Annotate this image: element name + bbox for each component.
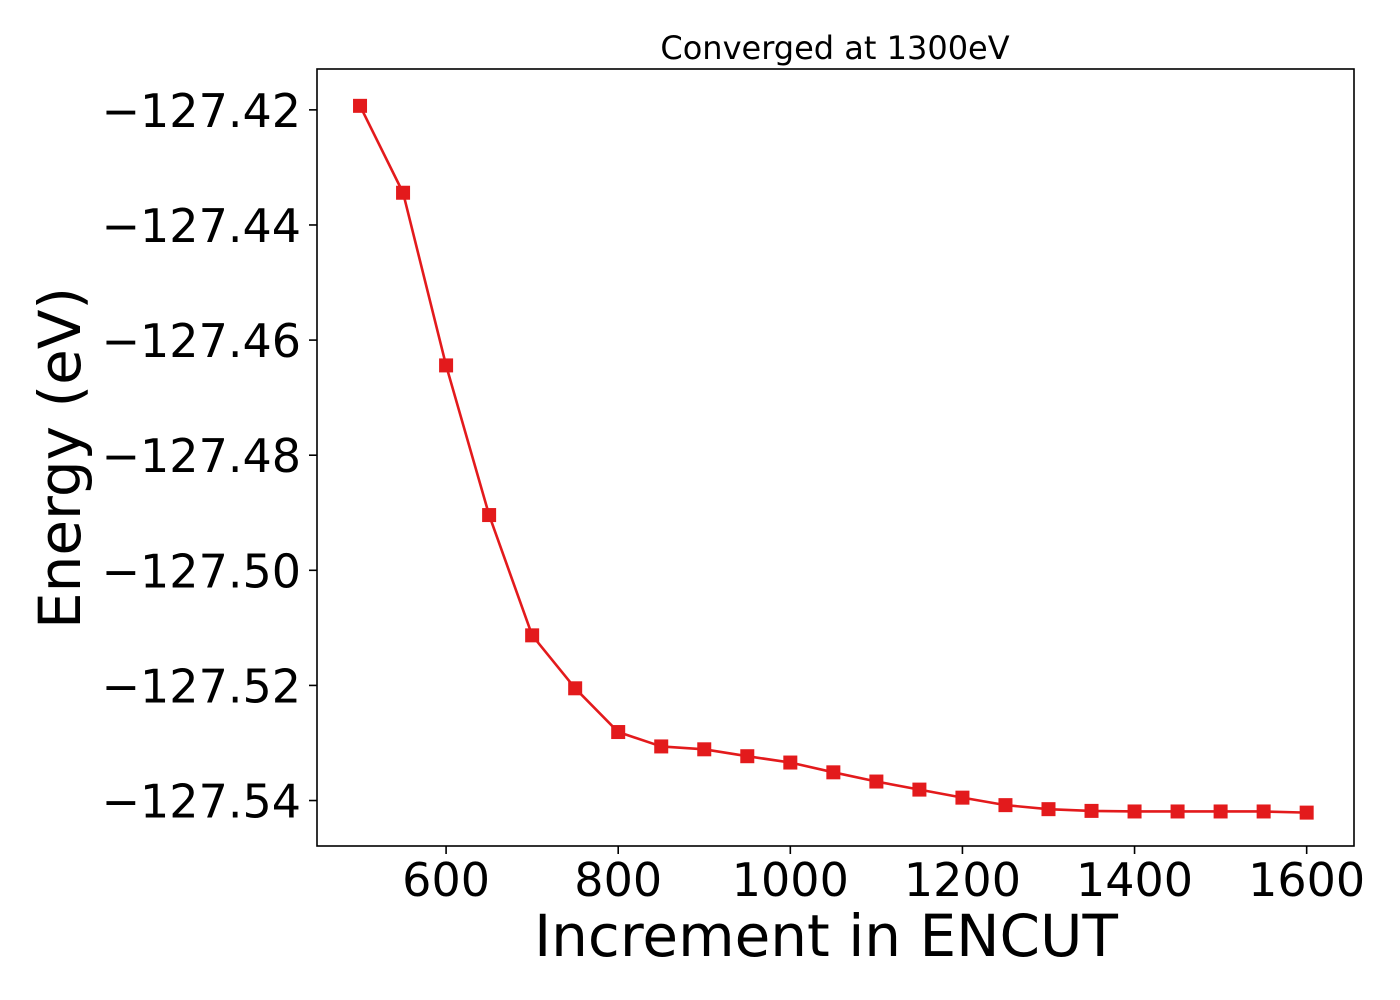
data-point (1299, 805, 1314, 820)
x-axis: 600 800 1000 1200 1400 1600 (402, 846, 1365, 907)
data-point (568, 681, 583, 696)
x-tick-label: 600 (402, 853, 490, 907)
data-point (654, 739, 669, 754)
plot-layer (353, 98, 1314, 820)
data-point (697, 742, 712, 757)
data-point (482, 508, 497, 523)
series-line (358, 105, 1307, 814)
data-point (1041, 802, 1056, 817)
data-point (611, 725, 626, 740)
data-point (1170, 804, 1185, 819)
data-point (1213, 804, 1228, 819)
data-point (1256, 804, 1271, 819)
data-point (783, 755, 798, 770)
data-point (955, 790, 970, 805)
data-point (353, 98, 368, 113)
data-point (1084, 803, 1099, 818)
data-point (439, 358, 454, 373)
y-axis: −127.42 −127.44 −127.46 −127.48 −127.50 −127.… (102, 84, 317, 829)
y-tick-label: −127.44 (102, 199, 302, 253)
x-axis-label: Increment in ENCUT (534, 902, 1118, 970)
data-point (869, 774, 884, 789)
y-tick-label: −127.52 (102, 659, 302, 713)
data-point (1127, 804, 1142, 819)
chart-title: Converged at 1300eV (660, 29, 1009, 67)
data-point (912, 782, 927, 797)
x-tick-label: 1600 (1248, 853, 1365, 907)
y-axis-label: Energy (eV) (26, 287, 94, 629)
y-tick-label: −127.54 (102, 775, 302, 829)
data-point (998, 798, 1013, 813)
x-tick-label: 1400 (1076, 853, 1193, 907)
x-tick-label: 800 (574, 853, 662, 907)
x-tick-label: 1200 (904, 853, 1021, 907)
data-point (826, 765, 841, 780)
data-point (525, 628, 540, 643)
x-tick-label: 1000 (732, 853, 849, 907)
y-tick-label: −127.46 (102, 314, 302, 368)
y-tick-label: −127.42 (102, 84, 302, 138)
y-tick-label: −127.50 (102, 544, 302, 598)
plot-frame (316, 68, 1355, 847)
data-point (396, 185, 411, 200)
y-tick-label: −127.48 (102, 429, 302, 483)
data-point (740, 749, 755, 764)
